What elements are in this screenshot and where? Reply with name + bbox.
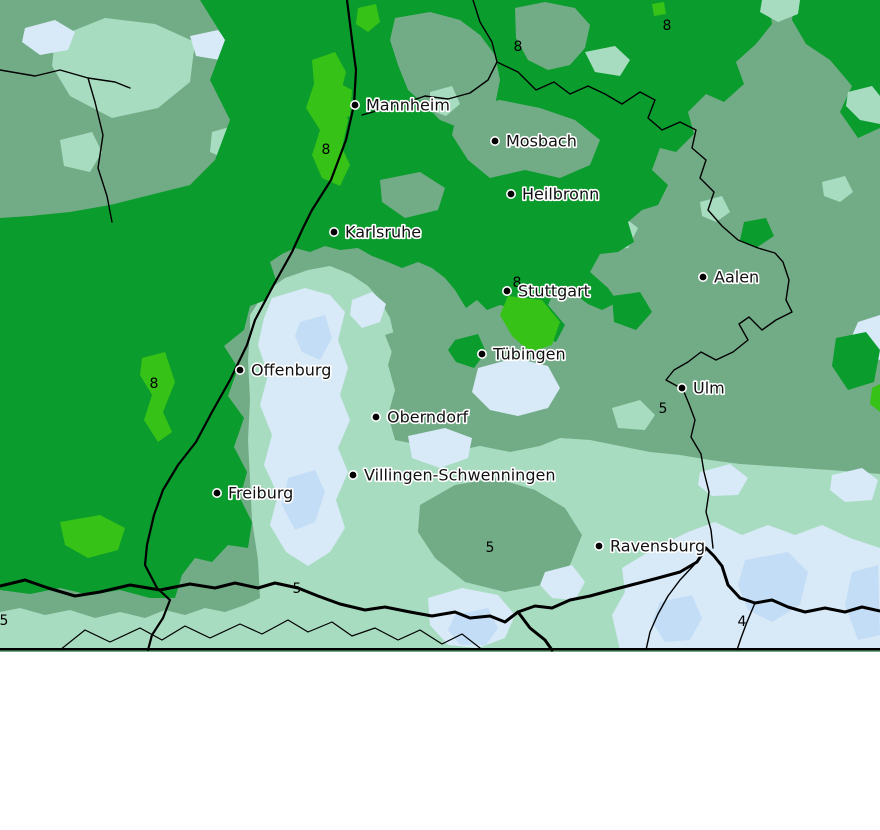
border-switzerland [0,546,880,624]
city-label: Tübingen [492,345,566,364]
city-dot [347,469,358,480]
inner-patch-layer [380,0,880,218]
city-marker-stuttgart: Stuttgart [501,280,592,302]
border-bavaria [621,91,793,549]
city-dot [505,189,516,200]
city-marker-freiburg: Freiburg [212,482,295,504]
city-marker-mannheim: Mannheim [349,94,452,116]
city-marker-ravensburg: Ravensburg [593,535,707,557]
border-rlp [0,69,131,223]
city-dot [212,487,223,498]
map-area: 8 8 8 8 8 5 5 5 5 4 Mannheim Mosbach Heilbronn Karls… [0,0,880,652]
city-label: Karlsruhe [345,223,421,242]
city-label: Offenburg [251,361,331,380]
city-marker-aalen: Aalen [697,266,761,288]
border-hesse [361,0,623,116]
contour-label: 4 [738,614,747,630]
border-swiss-cantons [59,619,481,651]
contour-label: 8 [513,275,522,291]
city-dot [489,136,500,147]
contour-label: 5 [659,401,668,417]
city-dot [476,348,487,359]
temperature-map: 8 8 8 8 8 5 5 5 5 4 Mannheim Mosbach Heilbronn Karls… [0,0,880,652]
border-switzerland-spur [516,610,554,652]
contour-label: 8 [322,142,331,158]
light-blue-layer [282,315,880,645]
city-marker-offenburg: Offenburg [235,359,333,381]
city-dot [676,382,687,393]
city-dot [235,364,246,375]
city-dot [697,271,708,282]
city-marker-layer: Mannheim Mosbach Heilbronn Karlsruhe Stuttga… [212,94,761,557]
city-marker-mosbach: Mosbach [489,130,578,152]
city-marker-oberndorf: Oberndorf [370,406,470,428]
city-label: Heilbronn [522,185,599,204]
city-label: Stuttgart [518,282,590,301]
city-marker-ulm: Ulm [676,377,726,399]
contour-label: 5 [486,540,495,556]
contour-label: 8 [514,39,523,55]
city-label: Freiburg [228,484,293,503]
city-dot [328,227,339,238]
contour-label: 8 [150,376,159,392]
city-dot [349,100,360,111]
map-bottom-frame [0,648,880,651]
border-austria [645,547,756,651]
city-dot [501,285,512,296]
city-marker-karlsruhe: Karlsruhe [328,221,423,243]
city-dot [593,540,604,551]
bright-green-layer [60,2,880,558]
city-marker-t-bingen: Tübingen [476,343,567,365]
city-dot [370,411,381,422]
contour-label-layer: 8 8 8 8 8 5 5 5 5 4 [0,18,747,630]
city-label: Mannheim [366,96,450,115]
contour-label: 8 [663,18,672,34]
city-marker-heilbronn: Heilbronn [505,183,601,205]
city-label: Villingen-Schwenningen [364,466,555,485]
city-label: Aalen [714,268,759,287]
city-marker-villingen-schwenningen: Villingen-Schwenningen [347,464,557,486]
border-lines-layer [0,0,880,652]
city-label: Mosbach [506,132,577,151]
footer: Temperatur in 2m (in °C) Modell: ICON-D2… [0,652,880,830]
contour-label: 5 [0,613,8,629]
city-label: Ravensburg [610,537,705,556]
city-label: Oberndorf [387,408,469,427]
city-label: Ulm [693,379,725,398]
contour-label: 5 [293,581,302,597]
